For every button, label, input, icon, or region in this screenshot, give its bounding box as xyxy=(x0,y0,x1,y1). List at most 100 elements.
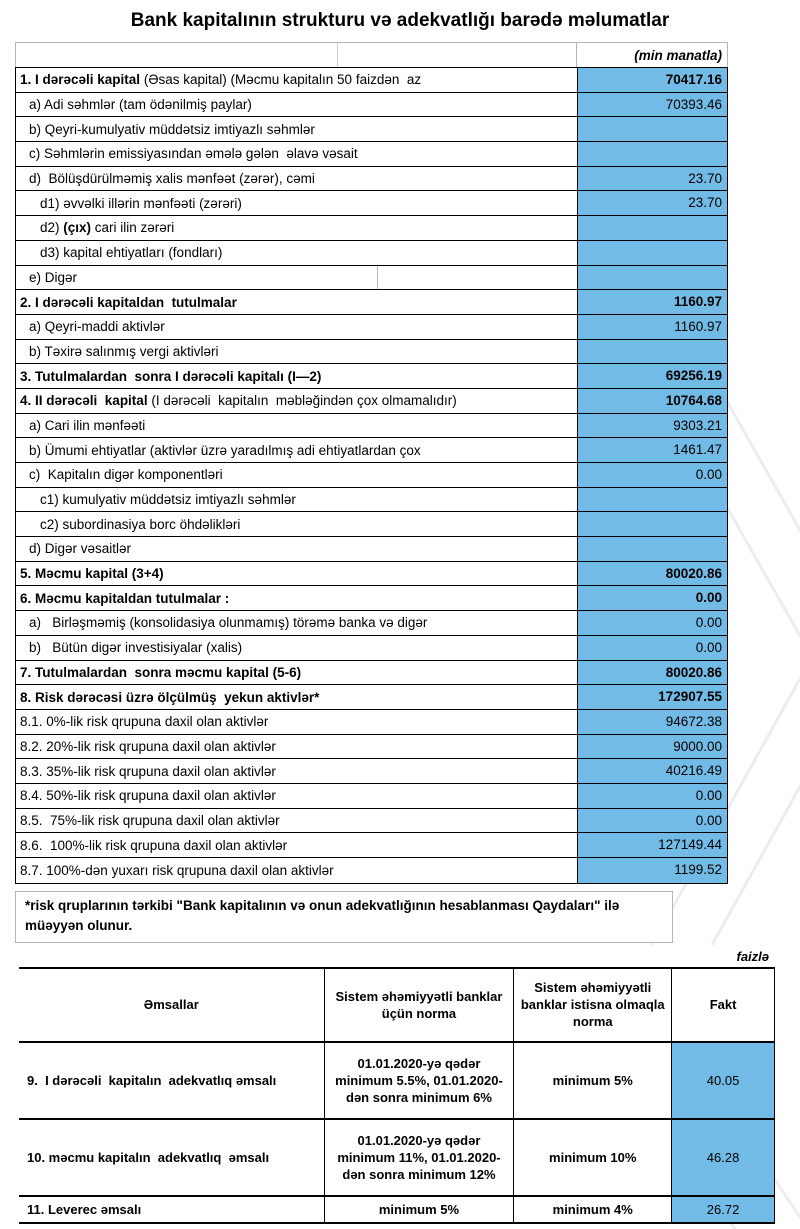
table-row: d1) əvvəlki illərin mənfəəti (zərəri) 23.… xyxy=(16,191,727,217)
table-row: 5. Məcmu kapital (3+4) 80020.86 xyxy=(16,561,727,587)
row-label: 8.7. 100%-dən yuxarı risk qrupuna daxil … xyxy=(16,858,578,883)
row-value xyxy=(578,487,727,512)
row-label-part: d1) əvvəlki illərin mənfəəti (zərəri) xyxy=(40,195,242,211)
row-value: 172907.55 xyxy=(578,685,727,709)
row-label: b) Qeyri-kumulyativ müddətsiz imtiyazlı … xyxy=(16,117,578,142)
row-label-part: (I dərəcəli kapitalın məbləğindən çox ol… xyxy=(151,393,457,409)
row-value: 23.70 xyxy=(578,166,727,191)
row-label-bold-part: (çıx) xyxy=(63,220,92,236)
ratio-row: 11. Leverec əmsalı minimum 5% minimum 4% 26… xyxy=(19,1196,775,1222)
row-value: 10764.68 xyxy=(578,388,727,413)
row-label: 8.3. 35%-lik risk qrupuna daxil olan akt… xyxy=(16,759,578,783)
row-label-part: c) Kapitalın digər komponentləri xyxy=(29,467,223,483)
header-empty-cell-1 xyxy=(16,43,338,67)
row-label-bold-part: 7. Tutulmalardan sonra məcmu kapital (5-… xyxy=(20,664,302,680)
row-label: c) Səhmlərin emissiyasından əmələ gələn … xyxy=(16,142,578,166)
row-label-bold-part: 3. Tutulmalardan sonra I dərəcəli kapita… xyxy=(20,368,322,384)
ratios-header-fact: Fakt xyxy=(709,997,737,1013)
row-value: 0.00 xyxy=(578,783,727,808)
row-value xyxy=(578,240,727,265)
row-label: c) Kapitalın digər komponentləri xyxy=(16,463,578,487)
row-value: 70393.46 xyxy=(578,92,727,117)
ratio-label: 10. məcmu kapitalın adekvatlıq əmsalı xyxy=(19,1119,325,1195)
row-label-part: d2) xyxy=(40,220,64,236)
table-row: d2) (çıx) cari ilin zərəri xyxy=(16,216,727,241)
header-empty-cell-2 xyxy=(338,43,577,67)
row-label-part: 8.5. 75%-lik risk qrupuna daxil olan akt… xyxy=(20,812,280,828)
table-row: b) Qeyri-kumulyativ müddətsiz imtiyazlı … xyxy=(16,117,727,143)
capital-table-rows: 1. I dərəcəli kapital (Əsas kapital) (Mə… xyxy=(15,67,728,884)
row-label: 8.6. 100%-lik risk qrupuna daxil olan ak… xyxy=(16,833,578,857)
row-label: 3. Tutulmalardan sonra I dərəcəli kapita… xyxy=(16,364,578,388)
row-label: d) Bölüşdürülməmiş xalis mənfəət (zərər)… xyxy=(16,166,578,191)
row-value: 69256.19 xyxy=(578,364,727,388)
table-row: 8.3. 35%-lik risk qrupuna daxil olan akt… xyxy=(16,759,727,784)
row-label: b) Bütün digər investisiyalar (xalis) xyxy=(16,635,578,660)
row-value: 127149.44 xyxy=(578,833,727,857)
row-label: 8.5. 75%-lik risk qrupuna daxil olan akt… xyxy=(16,808,578,833)
ratio-systemic-norm: minimum 5% xyxy=(325,1196,515,1222)
row-label-bold-part: 6. Məcmu kapitaldan tutulmalar : xyxy=(20,590,230,606)
row-label-part: d) Bölüşdürülməmiş xalis mənfəət (zərər)… xyxy=(29,171,315,187)
row-value: 80020.86 xyxy=(578,561,727,586)
table-row: 3. Tutulmalardan sonra I dərəcəli kapita… xyxy=(16,364,727,389)
table-row: 8.2. 20%-lik risk qrupuna daxil olan akt… xyxy=(16,734,727,760)
row-value: 1199.52 xyxy=(578,858,727,883)
row-label-part: a) Birləşməmiş (konsolidasiya olunmamış)… xyxy=(29,615,428,631)
row-value: 0.00 xyxy=(578,463,727,487)
row-label-part: d3) kapital ehtiyatları (fondları) xyxy=(40,245,223,261)
table-row: 8.7. 100%-dən yuxarı risk qrupuna daxil … xyxy=(16,858,727,883)
row-value: 23.70 xyxy=(578,191,727,216)
row-label: d3) kapital ehtiyatları (fondları) xyxy=(16,240,578,265)
table-row: a) Cari ilin mənfəəti 9303.21 xyxy=(16,413,727,439)
row-label: a) Cari ilin mənfəəti xyxy=(16,413,578,438)
ratio-label: 11. Leverec əmsalı xyxy=(19,1196,325,1222)
row-label-bold-part: 8. Risk dərəcəsi üzrə ölçülmüş yekun akt… xyxy=(20,689,320,705)
ratio-non-systemic-norm: minimum 10% xyxy=(514,1119,673,1195)
row-label: 8. Risk dərəcəsi üzrə ölçülmüş yekun akt… xyxy=(16,685,578,709)
table-row: 8.4. 50%-lik risk qrupuna daxil olan akt… xyxy=(16,783,727,809)
risk-groups-footnote: *risk qruplarının tərkibi "Bank kapitalı… xyxy=(15,890,673,943)
ratio-systemic-norm: 01.01.2020-yə qədər minimum 5.5%, 01.01.… xyxy=(325,1042,515,1118)
row-label: a) Birləşməmiş (konsolidasiya olunmamış)… xyxy=(16,611,578,635)
table-row: c2) subordinasiya borc öhdəlikləri xyxy=(16,512,727,538)
table-row: c1) kumulyativ müddətsiz imtiyazlı səhml… xyxy=(16,487,727,513)
table-row: b) Təxirə salınmış vergi aktivləri xyxy=(16,339,727,365)
table-row: d) Digər vəsaitlər xyxy=(16,537,727,562)
capital-structure-table: (min manatla) 1. I dərəcəli kapital (Əsa… xyxy=(15,42,728,884)
row-label-part: 8.3. 35%-lik risk qrupuna daxil olan akt… xyxy=(20,763,276,779)
row-label-bold-part: 2. I dərəcəli kapitaldan tutulmalar xyxy=(20,294,237,310)
table-row: a) Adi səhmlər (tam ödənilmiş paylar) 703… xyxy=(16,92,727,118)
ratio-fact-value: 40.05 xyxy=(672,1042,775,1118)
row-label: 5. Məcmu kapital (3+4) xyxy=(16,561,578,586)
row-value: 1160.97 xyxy=(578,290,727,314)
row-value xyxy=(578,117,727,142)
row-label-part: b) Təxirə salınmış vergi aktivləri xyxy=(29,343,219,359)
row-label-part: c2) subordinasiya borc öhdəlikləri xyxy=(40,516,241,532)
page-title: Bank kapitalının strukturu və adekvatlığ… xyxy=(130,10,670,31)
row-label: 1. I dərəcəli kapital (Əsas kapital) (Mə… xyxy=(16,68,578,92)
ratio-row: 9. I dərəcəli kapitalın adekvatlıq əmsal… xyxy=(19,1042,775,1120)
ratio-fact-value: 26.72 xyxy=(672,1196,775,1222)
row-value: 40216.49 xyxy=(578,759,727,783)
table-row: e) Digər xyxy=(16,265,727,291)
row-value: 9000.00 xyxy=(578,734,727,759)
ratios-table: Əmsallar Sistem əhəmiyyətli banklar üçün… xyxy=(19,966,775,1224)
ratio-systemic-norm: 01.01.2020-yə qədər minimum 11%, 01.01.2… xyxy=(325,1119,515,1195)
ratio-row: 10. məcmu kapitalın adekvatlıq əmsalı 01.… xyxy=(19,1119,775,1197)
table-row: a) Birləşməmiş (konsolidasiya olunmamış)… xyxy=(16,611,727,636)
ratios-header-coefficients: Əmsallar xyxy=(19,968,325,1041)
unit-label-percent: faizlə xyxy=(736,948,769,964)
row-value: 1160.97 xyxy=(578,314,727,339)
row-label: b) Ümumi ehtiyatlar (aktivlər üzrə yarad… xyxy=(16,438,578,462)
ratios-header-systemic-norm: Sistem əhəmiyyətli banklar üçün norma xyxy=(325,968,515,1041)
row-label: 8.4. 50%-lik risk qrupuna daxil olan akt… xyxy=(16,783,578,808)
row-label-part: d) Digər vəsaitlər xyxy=(29,541,132,557)
row-value: 9303.21 xyxy=(578,413,727,438)
row-label: a) Qeyri-maddi aktivlər xyxy=(16,314,578,339)
row-label-part: (Əsas kapital) (Məcmu kapitalın 50 faizd… xyxy=(143,72,422,88)
row-label-bold-part: 5. Məcmu kapital (3+4) xyxy=(20,566,164,582)
row-label: d2) (çıx) cari ilin zərəri xyxy=(16,216,578,240)
table-row: 7. Tutulmalardan sonra məcmu kapital (5-… xyxy=(16,660,727,686)
row-label-part: 8.1. 0%-lik risk qrupuna daxil olan akti… xyxy=(20,714,269,730)
